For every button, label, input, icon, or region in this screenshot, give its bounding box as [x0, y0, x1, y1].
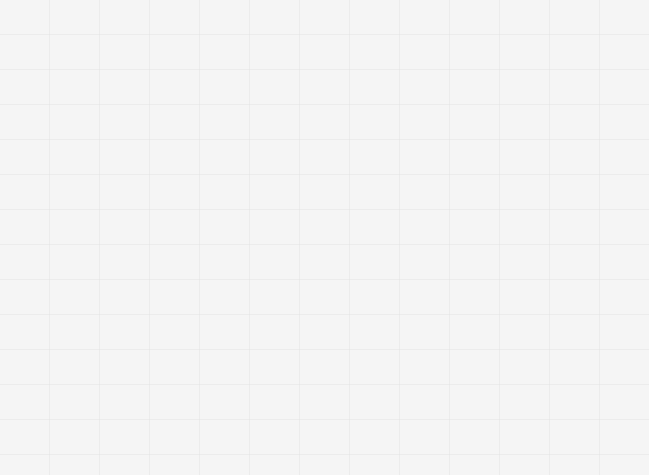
page: (() => { const data = JSON.parse(documen… [0, 0, 649, 475]
chart [0, 0, 649, 475]
background [0, 0, 649, 475]
